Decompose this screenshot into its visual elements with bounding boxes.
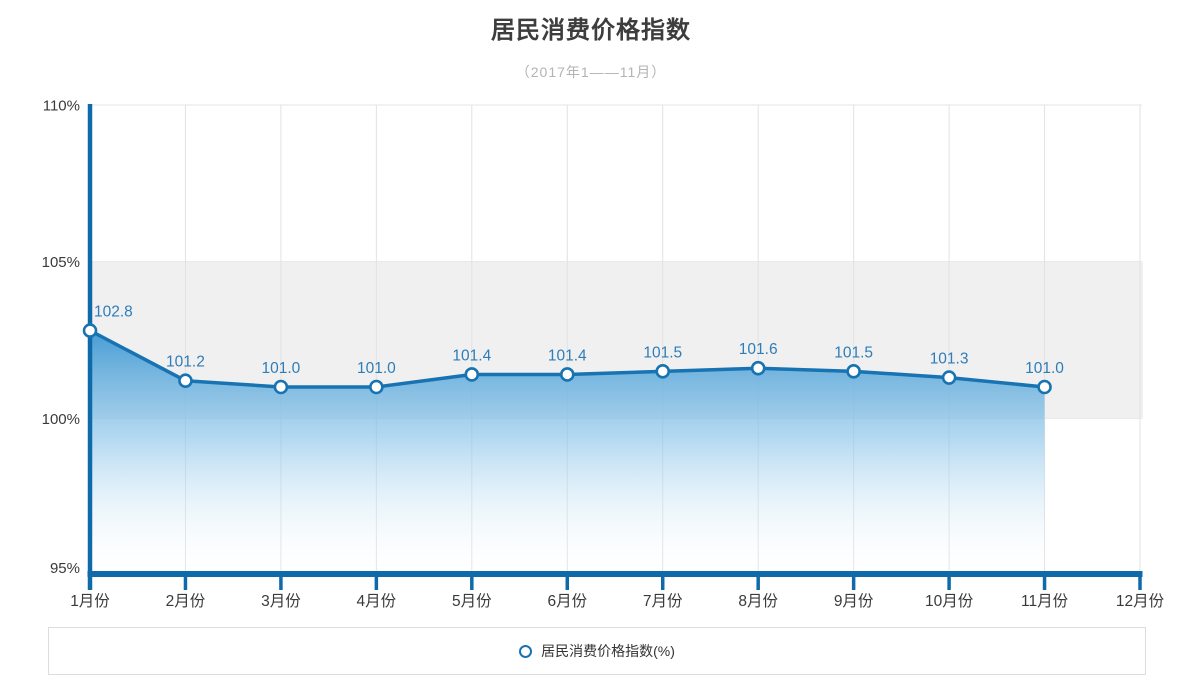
legend-label: 居民消费价格指数(%) [541,643,675,659]
data-point-marker-5月份[interactable] [464,367,480,382]
data-point-label: 101.0 [262,360,301,377]
data-point-label: 101.6 [739,341,778,358]
data-point-label: 101.5 [643,344,682,361]
data-point-label: 101.3 [930,351,969,368]
data-point-marker-4月份[interactable] [369,379,384,395]
legend-box: 居民消费价格指数(%) [48,627,1146,675]
data-point-marker-1月份[interactable] [82,323,98,338]
x-axis-label-9月份: 9月份 [834,592,874,610]
x-axis-label-8月份: 8月份 [738,592,778,610]
data-point-marker-9月份[interactable] [846,364,861,379]
data-point-label: 101.4 [548,347,587,364]
x-axis-label-5月份: 5月份 [452,592,492,610]
data-point-label: 101.4 [452,347,491,364]
x-axis-label-7月份: 7月份 [643,592,683,610]
x-axis-label-2月份: 2月份 [166,592,206,610]
x-axis-label-1月份: 1月份 [70,592,110,610]
chart-subtitle: （2017年1——11月） [515,64,667,80]
chart-title: 居民消费价格指数 [491,17,691,44]
x-axis-label-4月份: 4月份 [357,592,397,610]
cpi-area-chart[interactable]: 102.8 101.2 101.0 101.0 101.4 101.4 101.5 101.6… [0,0,1182,618]
data-point-label: 101.2 [166,354,205,371]
legend-circle-marker-icon [519,644,533,658]
x-axis-label-3月份: 3月份 [261,592,301,610]
y-axis-label-105%: 105% [42,254,80,271]
data-point-marker-7月份[interactable] [655,364,671,379]
data-point-marker-2月份[interactable] [178,373,193,389]
y-axis-label-110%: 110% [43,98,80,115]
data-point-label: 101.0 [357,360,396,377]
data-point-marker-3月份[interactable] [273,379,289,395]
y-axis-label-95%: 95% [50,560,80,577]
data-point-marker-8月份[interactable] [750,360,766,376]
data-point-marker-11月份[interactable] [1037,379,1052,395]
x-axis-label-10月份: 10月份 [925,592,974,610]
x-axis-label-12月份: 12月份 [1116,592,1165,610]
data-point-label: 102.8 [94,304,133,321]
data-point-marker-6月份[interactable] [559,367,575,382]
x-axis-label-6月份: 6月份 [547,592,587,610]
data-point-label: 101.5 [834,344,873,361]
data-point-label: 101.0 [1025,360,1064,377]
y-axis-label-100%: 100% [42,411,80,428]
x-axis-label-11月份: 11月份 [1021,592,1069,610]
cpi-area-fill [90,330,1045,575]
data-point-marker-10月份[interactable] [941,370,957,385]
legend-item-cpi[interactable]: 居民消费价格指数(%) [519,641,675,661]
